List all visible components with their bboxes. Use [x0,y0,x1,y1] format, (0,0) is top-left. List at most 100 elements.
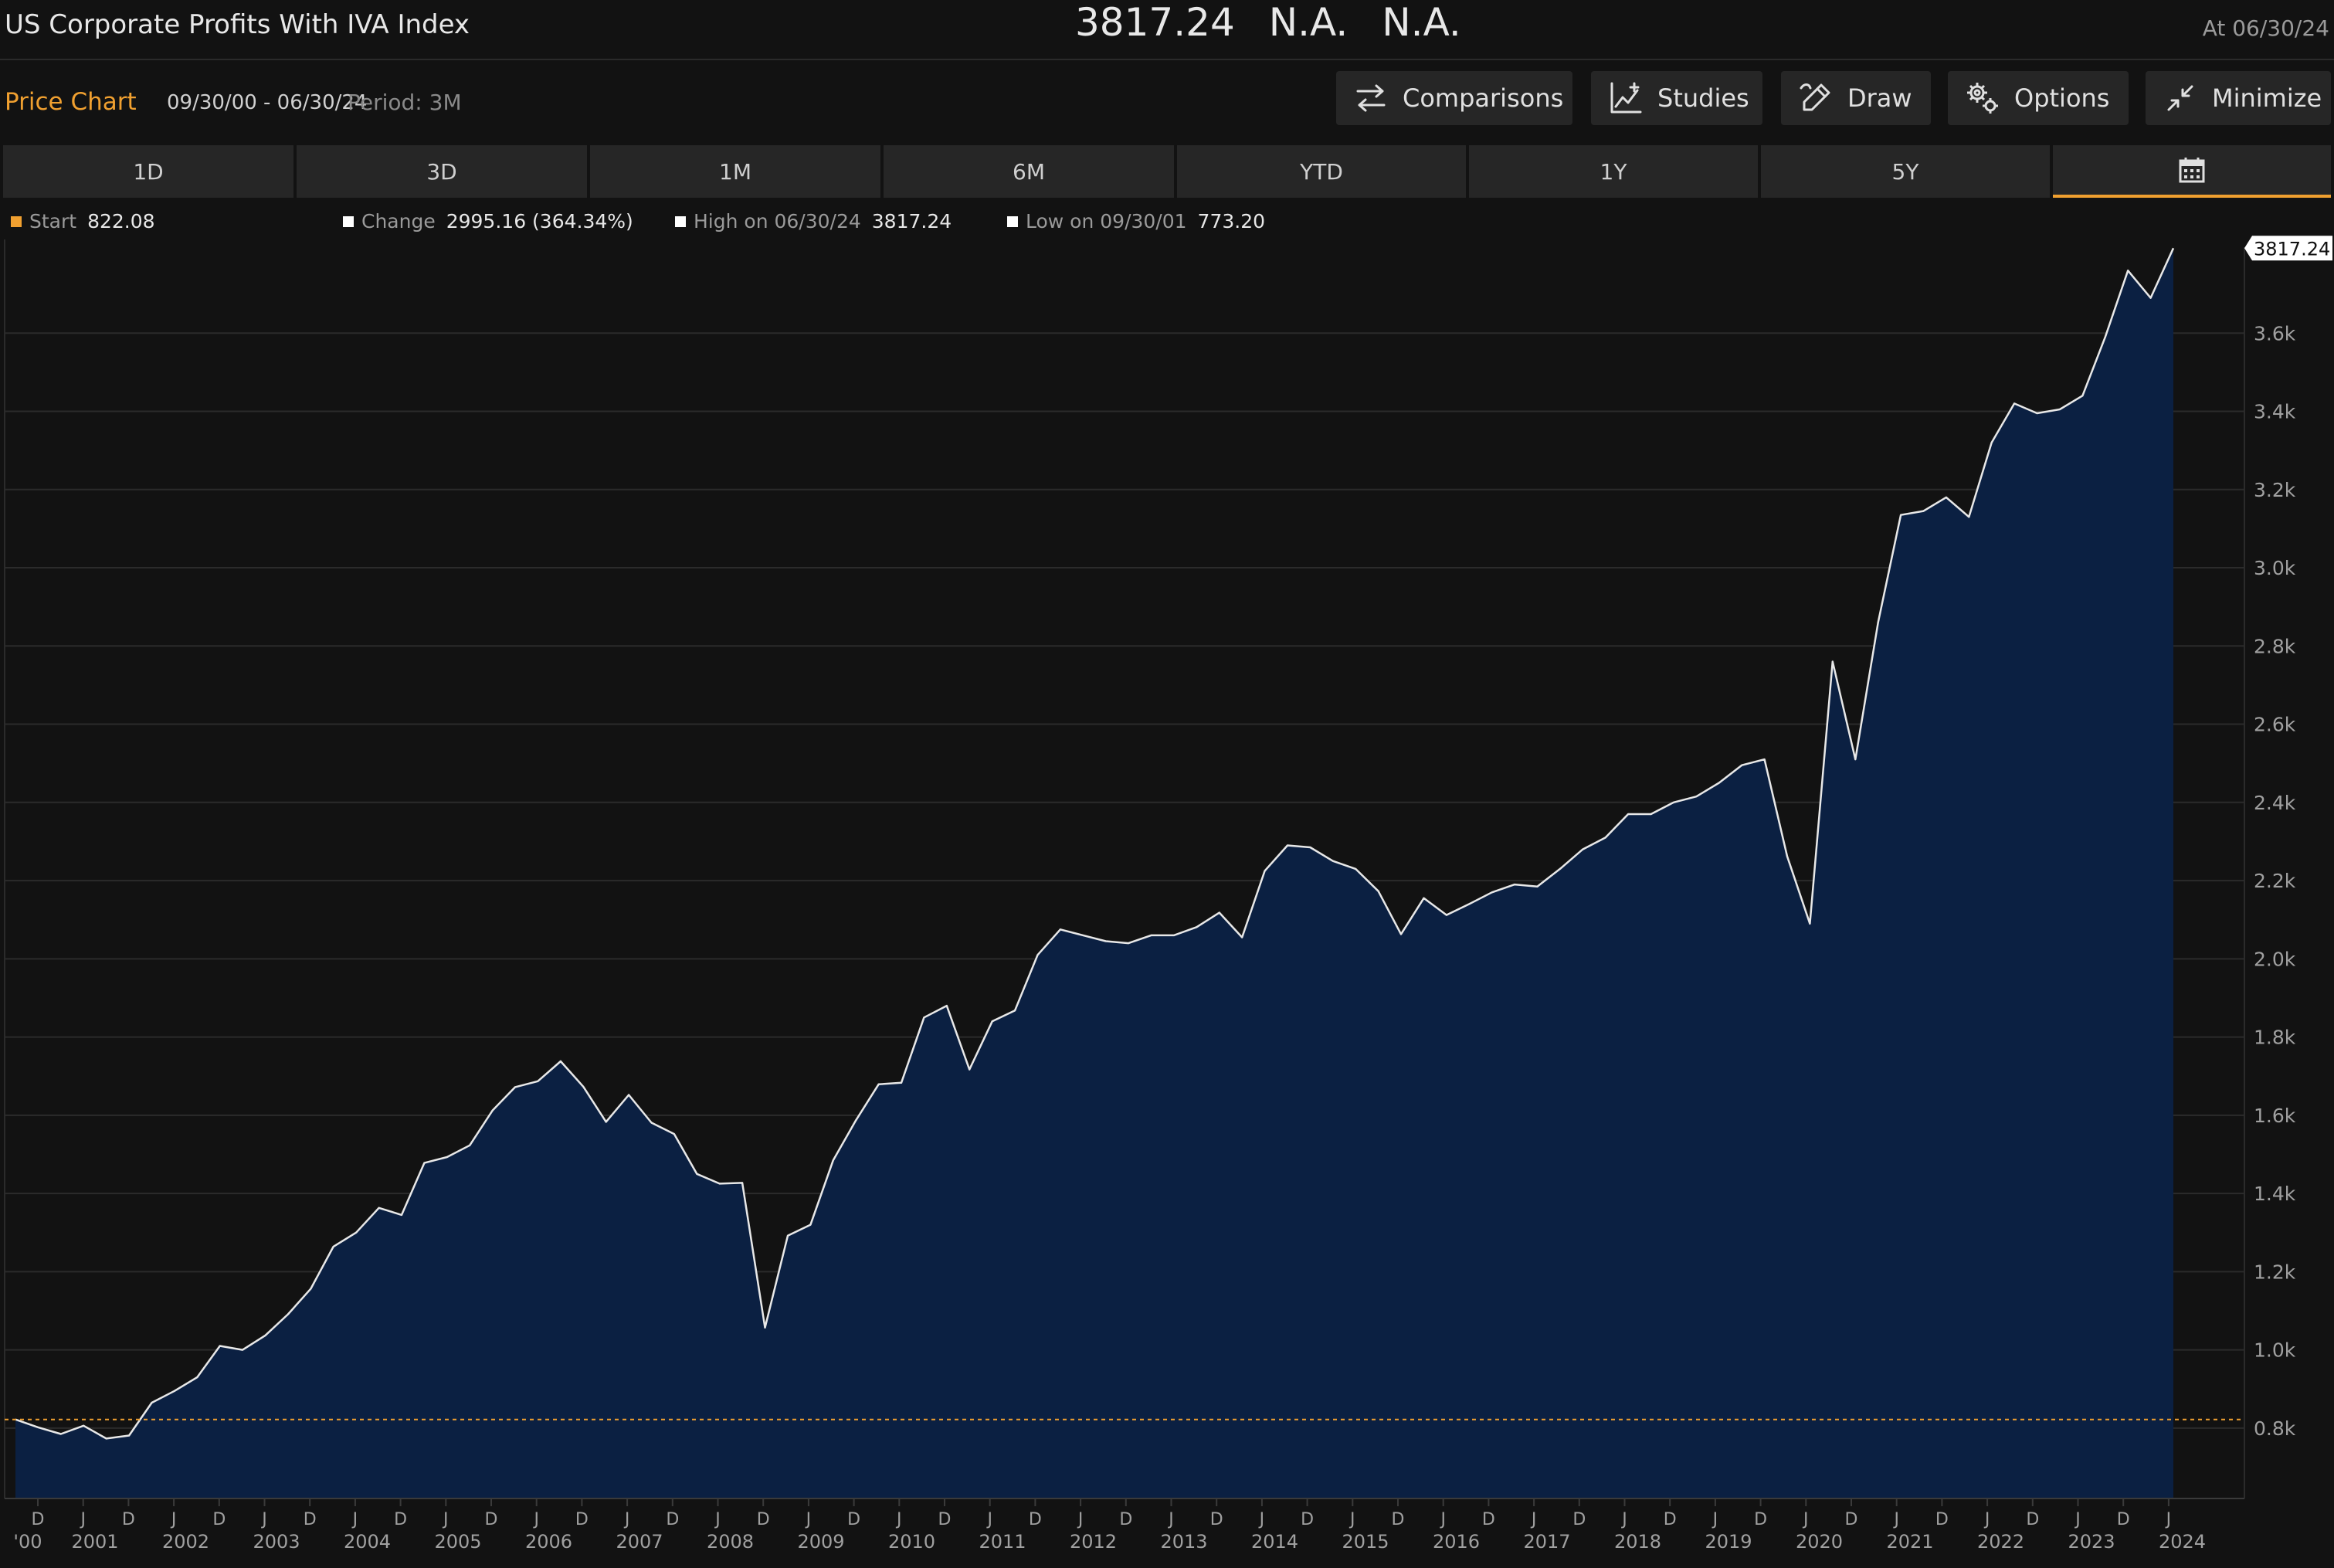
data-point [1603,835,1608,840]
options-button[interactable]: Options [1948,71,2129,125]
price-chart-label: Price Chart [5,88,137,116]
x-month-label: J [1711,1510,1718,1529]
data-point [467,1143,472,1148]
period-selector[interactable]: Period: 3M [348,90,462,115]
data-point [2103,334,2108,339]
data-point [2171,246,2176,250]
data-point [1649,812,1654,816]
studies-label: Studies [1657,83,1749,113]
studies-button[interactable]: Studies [1591,71,1762,125]
data-point [1421,896,1426,901]
pct-change: N.A. [1382,0,1461,45]
y-tick-label: 2.2k [2254,870,2296,892]
tab-6m[interactable]: 6M [884,145,1174,198]
x-month-label: D [1119,1510,1132,1529]
data-point [1671,800,1676,805]
high-swatch [675,216,686,227]
data-point [1944,495,1949,500]
tab-1m[interactable]: 1M [590,145,880,198]
x-month-label: D [32,1510,45,1529]
data-point [1966,514,1971,519]
tab-custom-range[interactable] [2053,145,2331,198]
start-label: Start [29,210,77,232]
chart-toolbar: Price Chart 09/30/00 - 06/30/24 Period: … [0,66,2334,134]
price-chart[interactable]: 0.8k 1.0k 1.2k 1.4k 1.6k 1.8k 2.0k 2.2k 2.4k 2.6k… [0,232,2334,1568]
data-point [1739,763,1744,768]
data-point [445,1155,449,1159]
data-point [1490,890,1494,894]
x-year-label: 2006 [525,1531,572,1553]
y-tick-label: 1.8k [2254,1027,2296,1049]
data-point [490,1108,495,1113]
x-month-label: D [212,1510,226,1529]
x-month-label: J [1983,1510,1990,1529]
data-point [2058,407,2062,412]
x-year-label: 2013 [1160,1531,1207,1553]
y-tick-label: 1.0k [2254,1339,2296,1362]
area-fill [15,248,2173,1498]
x-year-label: 2016 [1433,1531,1480,1553]
high-label: High on 06/30/24 [694,210,861,232]
data-point [240,1348,245,1352]
x-month-label: D [485,1510,498,1529]
data-point [808,1223,812,1227]
data-point [1126,941,1131,945]
data-point [36,1425,40,1430]
tab-3d[interactable]: 3D [297,145,587,198]
tab-5y[interactable]: 5Y [1761,145,2050,198]
data-point [831,1158,836,1162]
data-point [377,1206,382,1210]
tab-1y[interactable]: 1Y [1469,145,1758,198]
x-month-label: J [1439,1510,1446,1529]
data-point [1194,925,1199,929]
data-point [422,1161,426,1166]
draw-button[interactable]: Draw [1781,71,1931,125]
data-point [1580,847,1585,852]
data-point [1308,845,1312,850]
as-of-date: At 06/30/24 [2202,15,2329,41]
data-point [149,1400,154,1405]
data-point [1626,812,1630,816]
comparisons-button[interactable]: Comparisons [1336,71,1572,125]
x-month-label: J [623,1510,630,1529]
data-point [785,1234,790,1238]
low-swatch [1007,216,1018,227]
data-point [1807,921,1812,926]
data-point [1762,757,1767,762]
data-point [59,1431,63,1436]
data-point [604,1119,609,1124]
data-point [990,1019,995,1023]
x-year-label: 2024 [2159,1531,2206,1553]
data-point [1399,932,1403,936]
data-point [1353,867,1358,871]
line-chart-plus-icon [1610,82,1642,114]
calendar-icon [2179,158,2205,183]
x-month-label: D [1301,1510,1314,1529]
x-month-label: D [1392,1510,1405,1529]
x-month-label: J [1530,1510,1537,1529]
data-point [331,1244,336,1249]
data-point [1830,660,1835,664]
data-point [694,1172,699,1176]
y-tick-label: 3.2k [2254,479,2296,501]
x-month-label: D [938,1510,952,1529]
tab-ytd[interactable]: YTD [1177,145,1466,198]
x-month-label: D [1482,1510,1495,1529]
draw-label: Draw [1847,83,1912,113]
date-range[interactable]: 09/30/00 - 06/30/24 [167,91,368,114]
data-point [2035,411,2040,416]
x-month-label: J [1802,1510,1809,1529]
data-point [877,1082,881,1087]
minimize-button[interactable]: Minimize [2146,71,2331,125]
last-value-callout [2244,236,2332,261]
data-point [1172,933,1176,938]
x-year-label: 2003 [253,1531,300,1553]
swap-arrows-icon [1356,84,1386,112]
tab-1d[interactable]: 1D [3,145,293,198]
y-tick-label: 3.4k [2254,401,2296,423]
x-year-label: 2012 [1070,1531,1117,1553]
data-point [1990,440,1994,445]
minimize-label: Minimize [2212,83,2322,113]
net-change: N.A. [1268,0,1348,45]
x-month-label: D [757,1510,770,1529]
